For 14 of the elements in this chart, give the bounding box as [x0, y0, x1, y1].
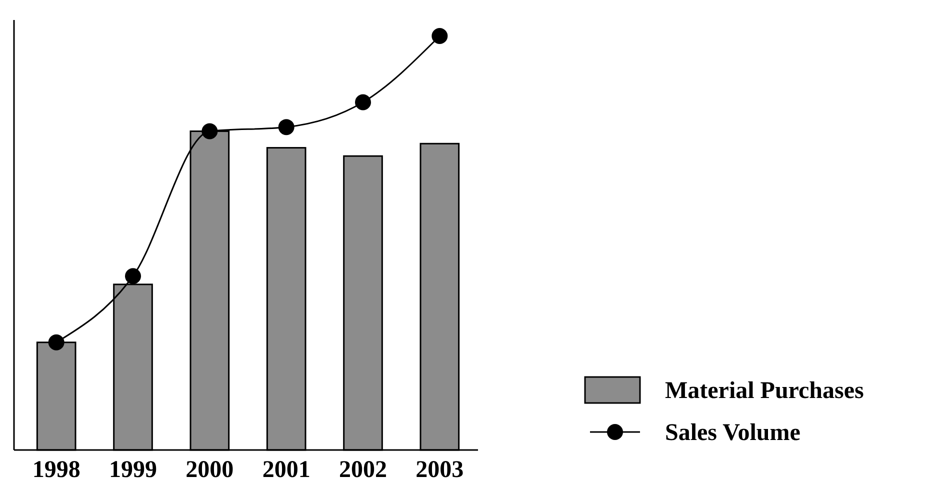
point: [355, 94, 371, 110]
legend-label: Material Purchases: [665, 378, 864, 404]
x-tick-label: 2000: [186, 457, 234, 483]
point: [432, 28, 448, 44]
point: [278, 119, 294, 136]
point: [125, 268, 141, 284]
x-tick-label: 1998: [32, 457, 80, 483]
x-tick-label: 1999: [109, 457, 157, 483]
legend-label: Sales Volume: [665, 420, 801, 446]
x-tick-label: 2003: [416, 457, 464, 483]
point: [202, 123, 218, 140]
x-tick-label: 2002: [339, 457, 387, 483]
x-tick-label: 2001: [262, 457, 310, 483]
point: [48, 334, 64, 350]
